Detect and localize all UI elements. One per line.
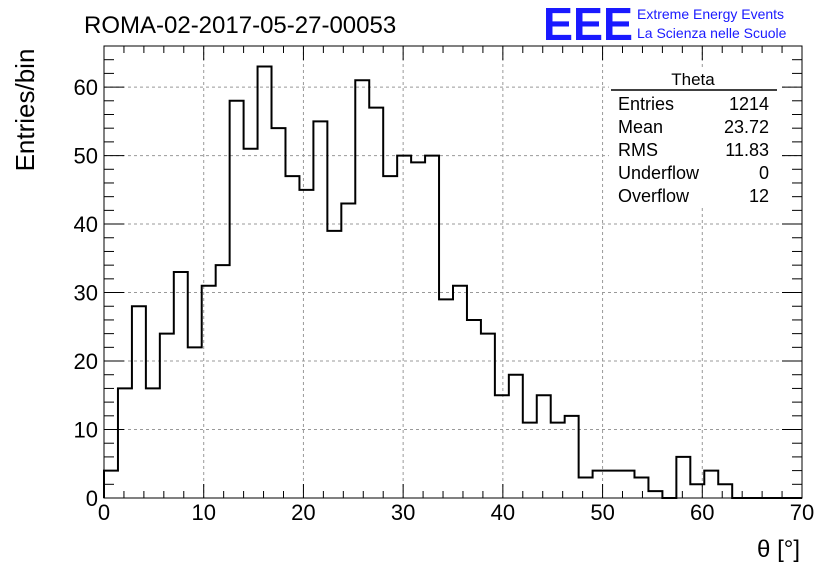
histogram-bin — [467, 320, 481, 498]
x-tick-label: 40 — [491, 500, 515, 525]
histogram-bin — [704, 471, 718, 498]
histogram-bin — [537, 395, 551, 498]
x-tick-label: 20 — [291, 500, 315, 525]
y-tick-label: 60 — [74, 75, 98, 100]
x-axis-label: θ [°] — [757, 536, 800, 563]
stats-box-bg — [609, 70, 779, 206]
histogram-bin — [634, 477, 648, 498]
stats-row-label: Overflow — [618, 186, 690, 206]
histogram-bin — [453, 286, 467, 498]
x-tick-label: 50 — [590, 500, 614, 525]
plot-frame — [103, 45, 803, 499]
logo-text: EEE — [543, 0, 633, 50]
histogram-bin — [369, 108, 383, 498]
axis-ticks: 0 10 20 30 40 50 60 70 0 10 20 30 40 50 60 — [74, 45, 814, 525]
histogram-bin — [383, 176, 397, 498]
y-tick-label: 10 — [74, 418, 98, 443]
histogram-bin — [118, 388, 132, 498]
histogram-bin — [579, 477, 593, 498]
histogram-bin — [607, 471, 621, 498]
histogram-bin — [299, 190, 313, 498]
stats-title: Theta — [671, 70, 715, 89]
histogram-bin — [146, 388, 160, 498]
histogram-bin — [481, 334, 495, 498]
histogram-bin — [676, 457, 690, 498]
y-tick-label: 20 — [74, 349, 98, 374]
logo-line1: Extreme Energy Events — [637, 6, 784, 22]
stats-row-label: Underflow — [618, 163, 700, 183]
logo: EEE Extreme Energy Events La Scienza nel… — [543, 0, 787, 50]
stats-rows: Entries 1214 Mean 23.72 RMS 11.83 Underflow 0 Ov… — [618, 94, 769, 206]
histogram-bin — [411, 162, 425, 498]
chart-title: ROMA-02-2017-05-27-00053 — [84, 12, 396, 39]
logo-line2: La Scienza nelle Scuole — [637, 25, 787, 41]
stats-row-value: 12 — [749, 186, 769, 206]
histogram-bin — [132, 306, 146, 498]
stats-row-value: 1214 — [729, 94, 769, 114]
histogram-bin — [397, 156, 411, 498]
histogram-bin — [718, 484, 732, 498]
histogram-bin — [313, 121, 327, 498]
stats-row-value: 11.83 — [725, 140, 769, 160]
histogram-bin — [202, 286, 216, 498]
y-axis-label: Entries/bin — [10, 49, 40, 172]
histogram-bin — [188, 347, 202, 498]
histogram-bin — [355, 80, 369, 498]
histogram-bin — [244, 149, 258, 498]
histogram-bin — [439, 299, 453, 498]
histogram-bin — [495, 395, 509, 498]
histogram-bin — [285, 176, 299, 498]
histogram-bin — [230, 101, 244, 498]
stats-row-value: 0 — [759, 163, 769, 183]
y-tick-label: 30 — [74, 281, 98, 306]
x-tick-label: 30 — [391, 500, 415, 525]
histogram-bin — [272, 128, 286, 498]
x-tick-label: 70 — [790, 500, 814, 525]
histogram-bin — [341, 204, 355, 498]
stats-row-label: RMS — [618, 140, 658, 160]
histogram-bin — [523, 423, 537, 498]
histogram-bin — [258, 67, 272, 498]
histogram-bin — [565, 416, 579, 498]
histogram-bin — [327, 231, 341, 498]
y-tick-label: 0 — [86, 486, 98, 511]
stats-row-label: Mean — [618, 117, 663, 137]
x-tick-label: 60 — [690, 500, 714, 525]
x-tick-label: 10 — [191, 500, 215, 525]
histogram-bin — [551, 423, 565, 498]
stats-box: Theta Entries 1214 Mean 23.72 RMS 11.83 Underf… — [609, 70, 779, 206]
histogram-bin — [174, 272, 188, 498]
x-tick-label: 0 — [98, 500, 110, 525]
stats-row-value: 23.72 — [724, 117, 769, 137]
y-tick-label: 50 — [74, 144, 98, 169]
histogram-bin — [160, 334, 174, 498]
y-tick-label: 40 — [74, 212, 98, 237]
histogram-bin — [593, 471, 607, 498]
stats-row-label: Entries — [618, 94, 674, 114]
histogram-bin — [648, 491, 662, 498]
histogram-bin — [509, 375, 523, 498]
histogram-bin — [425, 156, 439, 498]
histogram-bin — [216, 265, 230, 498]
